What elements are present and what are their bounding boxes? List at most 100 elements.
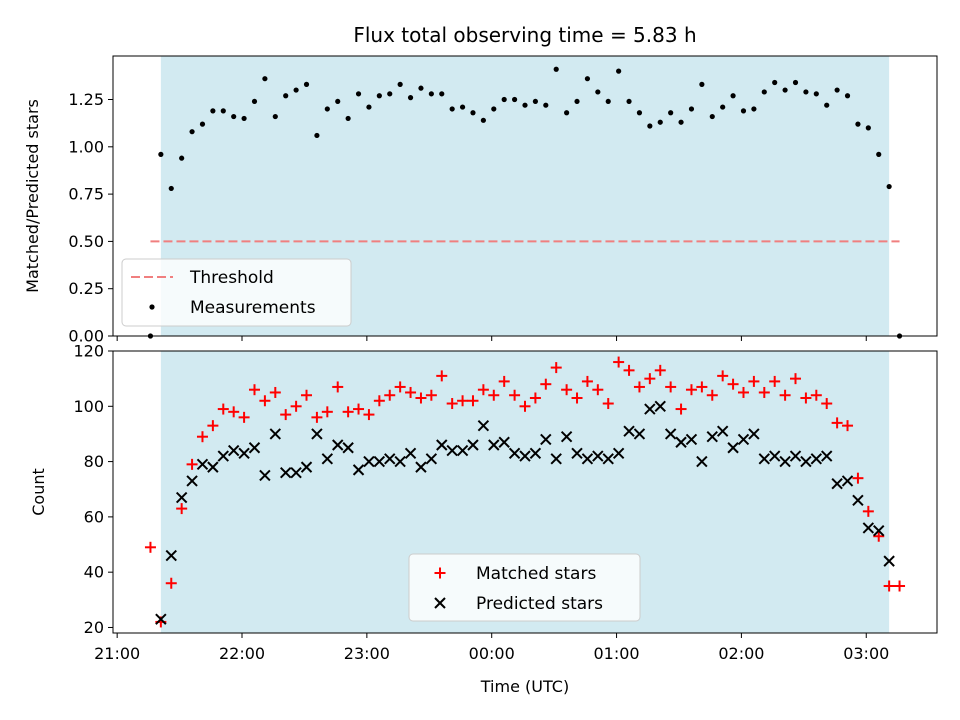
predicted-star-point (321, 453, 334, 465)
predicted-star-point (550, 453, 562, 465)
measurement-point (407, 95, 414, 101)
predicted-star-point (300, 461, 313, 473)
measurement-point (605, 98, 611, 105)
measurement-point (241, 115, 247, 122)
measurement-point (387, 91, 393, 97)
predicted-star-point (675, 436, 687, 448)
predicted-star-point (602, 453, 614, 465)
bottom-y-tick-label: 20 (84, 618, 104, 637)
predicted-star-point (373, 455, 386, 468)
matched-star-point (405, 386, 417, 398)
predicted-star-point (706, 430, 718, 443)
matched-star-point (425, 389, 437, 401)
measurement-point (324, 106, 330, 112)
measurement-point (657, 119, 663, 125)
matched-star-point (550, 362, 562, 374)
measurement-point (553, 66, 559, 72)
predicted-star-point (529, 447, 542, 460)
measurement-point (574, 98, 580, 105)
measurement-point (751, 106, 757, 112)
measurement-point (220, 108, 226, 114)
top-y-tick-label: 0.25 (68, 279, 104, 298)
matched-star-point (311, 411, 323, 423)
measurement-point (459, 104, 466, 110)
matched-star-point (581, 375, 593, 387)
predicted-star-point (852, 494, 864, 507)
predicted-star-point (737, 433, 750, 446)
matched-star-point (332, 381, 344, 393)
matched-star-point (654, 364, 666, 376)
x-tick-label: 22:00 (219, 644, 265, 663)
predicted-star-point (456, 444, 469, 457)
matched-star-point (862, 505, 874, 517)
measurement-point (303, 81, 310, 87)
measurement-point (855, 121, 861, 127)
measurement-point (522, 102, 528, 108)
measurement-point (210, 108, 216, 114)
measurement-point (251, 98, 258, 105)
predicted-star-point (477, 419, 490, 432)
predicted-star-point (571, 447, 583, 460)
predicted-star-point (488, 439, 500, 451)
measurement-point (626, 98, 632, 105)
measurement-point (262, 76, 268, 82)
matched-star-point (529, 392, 541, 404)
predicted-star-point (841, 475, 854, 487)
matched-star-point (363, 409, 375, 421)
predicted-star-point (685, 433, 698, 446)
matched-legend-marker (434, 567, 446, 579)
measurement-point (886, 183, 892, 190)
measurement-point (636, 110, 643, 116)
predicted-star-point (612, 447, 625, 460)
x-tick-label: 00:00 (469, 644, 515, 663)
measurement-point (283, 93, 289, 99)
predicted-star-point (508, 447, 521, 460)
predicted-star-point (155, 613, 167, 625)
matched-star-point (800, 392, 812, 404)
matched-star-point (592, 384, 604, 396)
predicted-star-point (227, 444, 240, 457)
predicted-star-point (279, 466, 292, 479)
predicted-star-point (352, 464, 365, 476)
predicted-star-point (800, 455, 812, 468)
measurements-points (147, 66, 903, 339)
predicted-star-point (873, 524, 885, 537)
measurement-point (844, 93, 851, 99)
bottom-y-tick-label: 80 (84, 452, 104, 471)
matched-star-point (675, 403, 687, 415)
matched-star-point (457, 395, 469, 407)
predicted-star-point (654, 400, 666, 413)
measurement-point (293, 87, 299, 93)
matched-star-point (696, 381, 708, 393)
matched-star-point (831, 417, 843, 429)
measurement-point (865, 125, 871, 131)
matched-star-point (217, 403, 229, 415)
measurement-point (470, 110, 476, 116)
measurement-point (595, 89, 601, 95)
measurement-point (449, 106, 455, 112)
matched-star-point (165, 577, 177, 589)
matched-star-point (509, 389, 521, 401)
predicted-star-point (436, 439, 448, 451)
measurement-point (314, 132, 320, 139)
matched-star-point (883, 580, 895, 592)
matched-star-point (488, 389, 500, 401)
threshold-legend-label: Threshold (189, 268, 274, 288)
matched-legend-swatch (434, 567, 446, 579)
matched-star-point (446, 398, 458, 410)
matched-star-point (748, 375, 760, 387)
matched-star-point (290, 400, 302, 412)
matched-star-point (644, 373, 656, 385)
predicted-star-point (727, 442, 739, 454)
predicted-star-point (415, 461, 427, 473)
matched-star-point (685, 384, 697, 396)
predicted-legend-label: Predicted stars (476, 594, 603, 614)
measurement-point (272, 113, 278, 120)
measurement-point (345, 115, 351, 122)
panel-ratio: 0.00 0.25 0.50 0.75 1.00 1.25 Flux total obse… (23, 23, 938, 346)
predicted-star-point (404, 447, 417, 460)
measurement-point (782, 87, 788, 93)
matched-star-point (717, 370, 729, 382)
predicted-star-point (269, 428, 282, 440)
matched-star-point (540, 378, 552, 390)
